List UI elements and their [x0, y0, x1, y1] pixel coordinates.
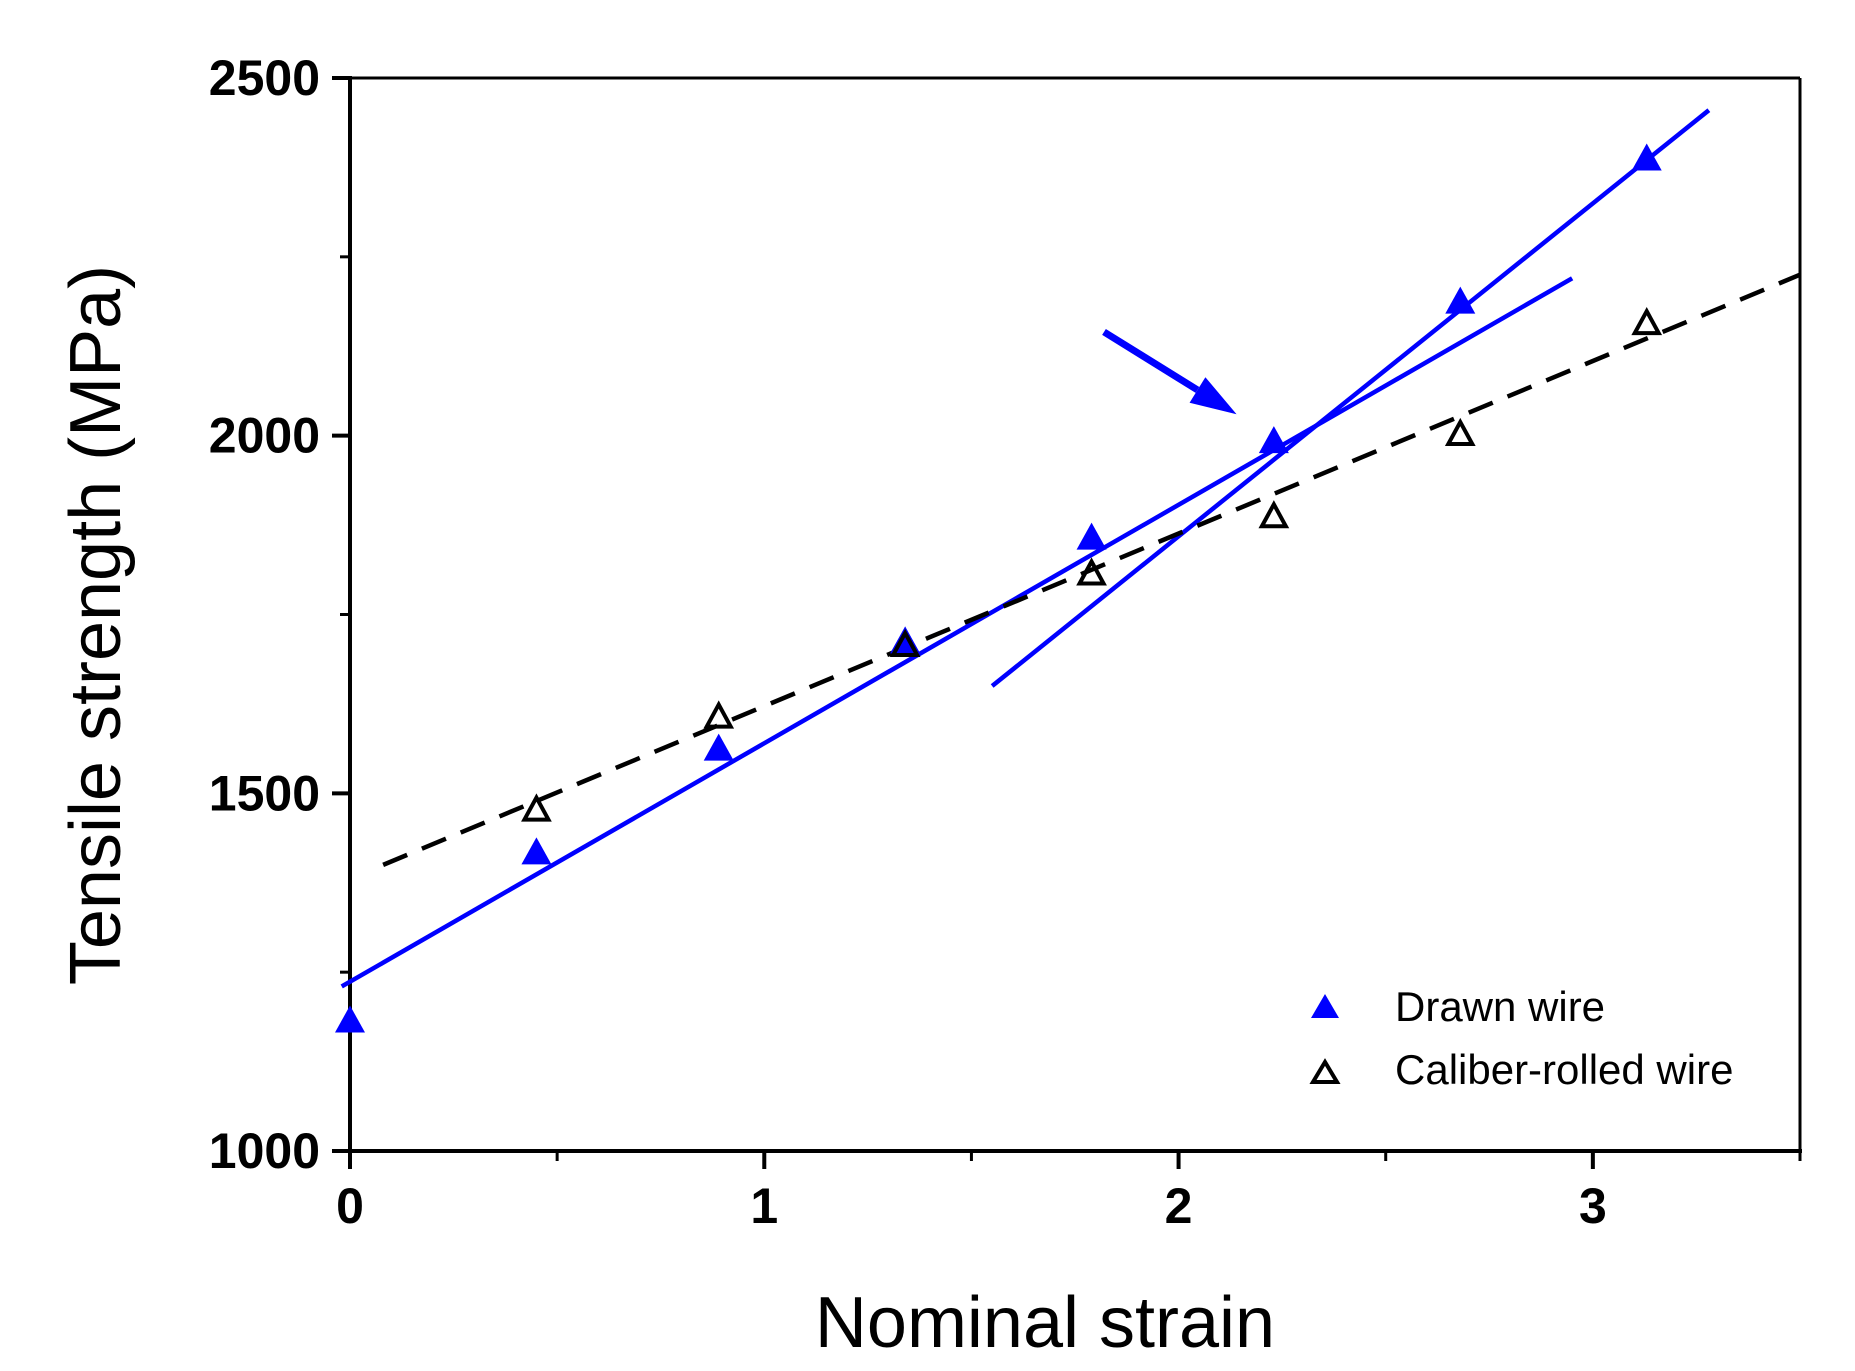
fit-line-drawn-wire-0 — [340, 276, 1574, 989]
marker-caliber-rolled-wire — [1258, 500, 1290, 529]
y-tick-label: 1500 — [209, 765, 320, 821]
y-axis-ticks: 1000 1500 2000 2500 — [209, 50, 350, 1179]
fit-lines — [340, 108, 1801, 989]
marker-drawn-wire — [1076, 522, 1107, 550]
marker-drawn-wire — [1258, 426, 1289, 454]
marker-caliber-rolled-wire — [1444, 417, 1476, 447]
x-tick-label: 0 — [336, 1178, 364, 1234]
legend-marker-drawn-wire — [1311, 994, 1339, 1018]
legend-label-drawn-wire: Drawn wire — [1395, 983, 1605, 1030]
marker-caliber-rolled-wire — [1076, 557, 1107, 586]
marker-caliber-rolled-wire — [889, 628, 921, 658]
arrow-shaft — [1102, 328, 1200, 393]
marker-drawn-wire — [703, 733, 734, 761]
x-axis-ticks: 0 1 2 3 — [336, 1151, 1802, 1234]
fit-line-caliber-rolled-wire — [382, 272, 1801, 867]
marker-caliber-rolled-wire — [521, 793, 552, 822]
marker-caliber-rolled-wire — [703, 700, 735, 729]
y-tick-label: 2000 — [209, 408, 320, 464]
x-tick-label: 2 — [1165, 1178, 1193, 1234]
x-tick-label: 1 — [750, 1178, 778, 1234]
y-tick-label: 2500 — [209, 50, 320, 106]
marker-drawn-wire — [1631, 143, 1662, 171]
legend-marker-caliber-rolled-wire — [1309, 1058, 1341, 1084]
marker-drawn-wire — [1445, 286, 1476, 314]
legend-label-caliber-rolled-wire: Caliber-rolled wire — [1395, 1046, 1733, 1093]
arrow-head — [1189, 377, 1237, 415]
x-axis-title: Nominal strain — [815, 1283, 1275, 1363]
marker-drawn-wire — [335, 1005, 365, 1033]
x-tick-label: 3 — [1579, 1178, 1607, 1234]
annotation-arrow — [1102, 328, 1237, 415]
marker-drawn-wire — [521, 837, 552, 865]
legend: Drawn wire Caliber-rolled wire — [1309, 983, 1733, 1093]
y-axis-title: Tensile strength (MPa) — [56, 265, 136, 985]
data-markers — [335, 143, 1663, 1033]
fit-line-drawn-wire-1 — [990, 108, 1711, 688]
y-tick-label: 1000 — [209, 1123, 320, 1179]
marker-caliber-rolled-wire — [1631, 306, 1663, 336]
